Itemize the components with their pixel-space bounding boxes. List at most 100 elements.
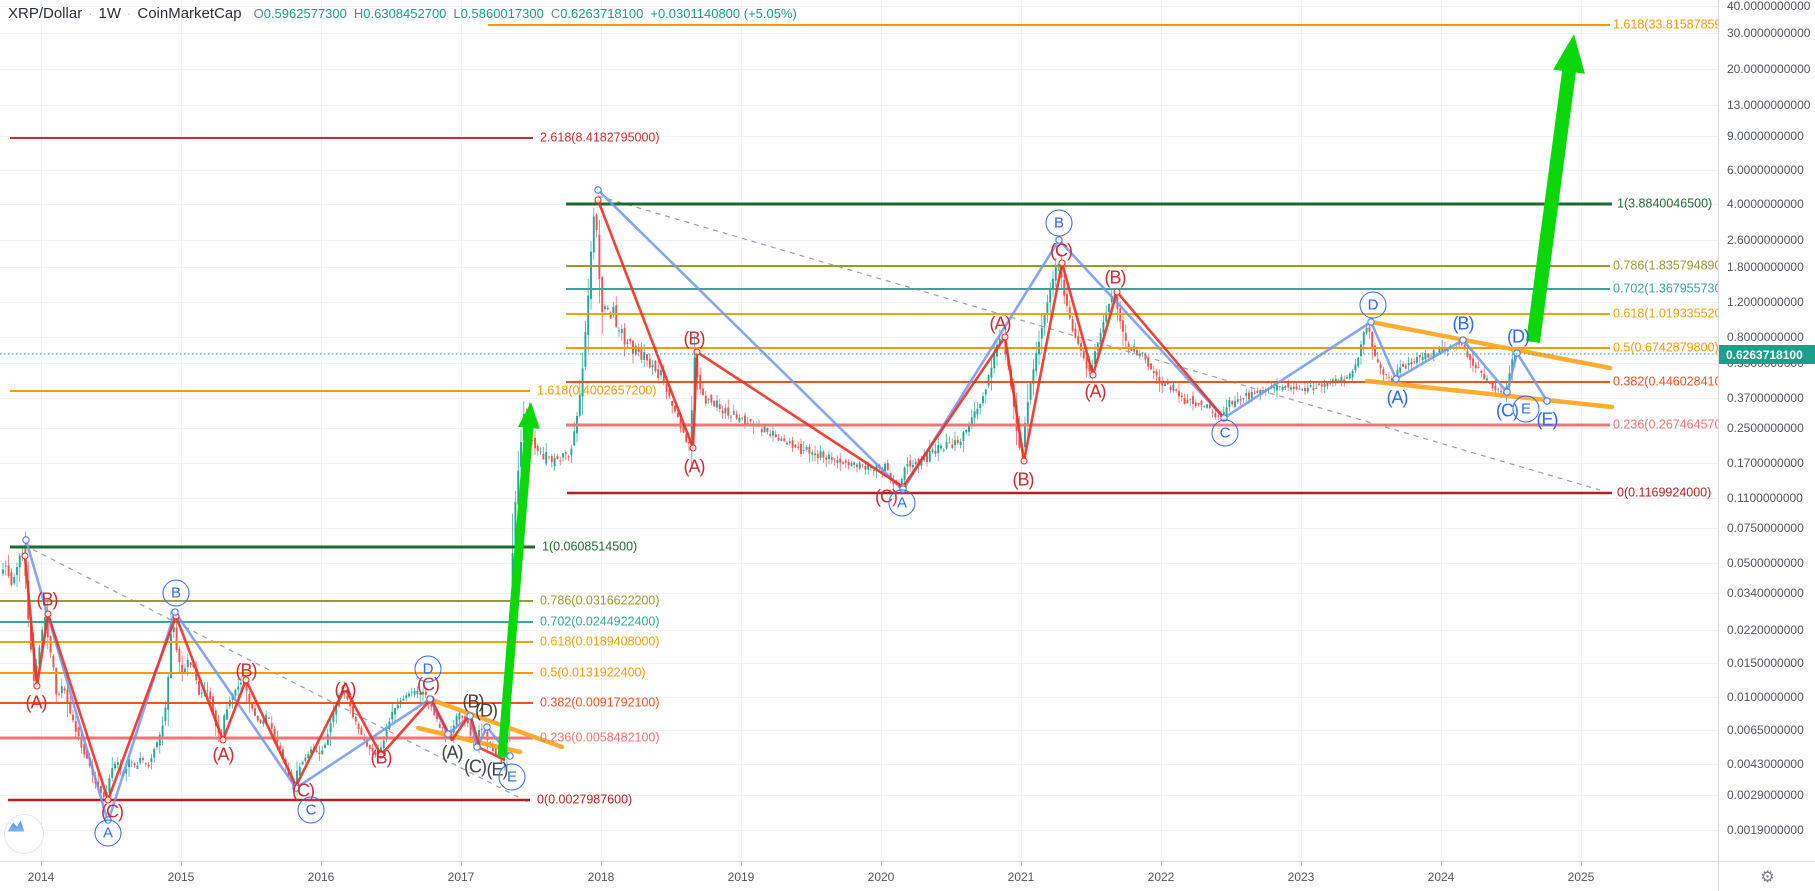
wave-vertex-handle[interactable] [171,608,179,616]
wave-label-a[interactable]: (A) [25,692,48,713]
wave-vertex-handle[interactable] [1543,397,1551,405]
price-chart-plot[interactable]: XRP/Dollar · 1W · CoinMarketCap O0.59625… [0,0,1718,861]
wedge-trendline[interactable] [1368,319,1613,371]
fib-level-label[interactable]: 0.618(0.0189408000) [540,634,660,649]
fib-level-label[interactable]: 0.702(0.0244922400) [540,614,660,629]
wave-vertex-handle[interactable] [426,695,434,703]
wave-label-b-circled[interactable]: B [1045,209,1073,237]
wave-label-b[interactable]: (B) [462,691,485,712]
wave-label-a[interactable]: (A) [1084,381,1107,402]
wave-vertex-handle[interactable] [473,743,481,751]
wave-vertex-handle[interactable] [1058,259,1066,267]
wave-label-b[interactable]: (B) [36,589,59,610]
wave-vertex-handle[interactable] [44,610,52,618]
wave-label-e[interactable]: (E) [1536,409,1559,430]
wave-label-a[interactable]: (A) [683,456,706,477]
wave-vertex-handle[interactable] [483,723,491,731]
breakout-arrow-2017-icon[interactable] [497,402,540,758]
wave-label-b[interactable]: (B) [1104,267,1127,288]
wave-label-b[interactable]: (B) [1012,469,1035,490]
fib-level-label[interactable]: 0.786(0.0316622200) [540,593,660,608]
wave-vertex-handle[interactable] [444,730,452,738]
wave-label-d[interactable]: (D) [475,700,498,721]
wedge-trendline[interactable] [429,697,565,750]
wave-label-b[interactable]: (B) [1452,313,1475,334]
fib-level-label[interactable]: 0(0.1169924000) [1617,485,1712,500]
wave-vertex-handle[interactable] [377,751,385,759]
wave-label-d[interactable]: (D) [1507,326,1530,347]
fib-level-label[interactable]: 0.382(0.0091792100) [540,695,660,710]
fib-level-label[interactable]: 0.5(0.6742879800) [1613,340,1718,355]
wave-vertex-handle[interactable] [1392,375,1400,383]
wave-label-c[interactable]: (C) [464,756,487,777]
wave-vertex-handle[interactable] [1001,333,1009,341]
wave-vertex-handle[interactable] [689,444,697,452]
wave-label-c[interactable]: (C) [101,801,124,822]
wave-label-d-circled[interactable]: D [1359,291,1387,319]
wave-vertex-handle[interactable] [1113,288,1121,296]
fib-level-label[interactable]: 1.618(0.4002657200) [537,383,657,398]
elliott-wave-zigzag[interactable] [596,199,1225,489]
wave-label-c[interactable]: (C) [292,780,315,801]
wave-vertex-handle[interactable] [466,712,474,720]
wave-label-b[interactable]: (B) [683,328,706,349]
wave-label-c-circled[interactable]: C [297,796,325,824]
wave-vertex-handle[interactable] [1089,371,1097,379]
wave-label-a[interactable]: (A) [989,313,1012,334]
fib-level-label[interactable]: 0(0.0027987600) [537,792,633,807]
wave-label-a[interactable]: (A) [441,742,464,763]
wave-vertex-handle[interactable] [33,682,41,690]
wave-vertex-handle[interactable] [1055,236,1063,244]
wave-label-b[interactable]: (B) [235,660,258,681]
wave-label-c-circled[interactable]: C [1211,419,1239,447]
wave-vertex-handle[interactable] [594,196,602,204]
wave-label-b-circled[interactable]: B [162,579,190,607]
chart-canvas[interactable] [0,0,1718,861]
wave-label-b[interactable]: (B) [370,747,393,768]
wave-label-e-circled[interactable]: E [1512,395,1540,423]
wave-label-a[interactable]: (A) [1386,387,1409,408]
wave-vertex-handle[interactable] [104,796,112,804]
wave-vertex-handle[interactable] [693,348,701,356]
wave-label-a[interactable]: (A) [212,744,235,765]
fib-level-label[interactable]: 2.618(8.4182795000) [540,130,660,145]
wave-vertex-handle[interactable] [1503,388,1511,396]
time-axis[interactable]: 2014 2015 2016 2017 2018 2019 2020 2021 2022 2023… [0,861,1718,891]
wave-label-a[interactable]: (A) [334,679,357,700]
price-axis[interactable]: 40.0000000000 30.0000000000 20.0000000000 1… [1718,0,1815,861]
wave-vertex-handle[interactable] [219,736,227,744]
interval-label[interactable]: 1W [98,5,122,22]
wave-vertex-handle[interactable] [21,552,29,560]
wave-label-e-circled[interactable]: E [498,763,526,791]
wave-vertex-handle[interactable] [1367,318,1375,326]
wave-vertex-handle[interactable] [341,684,349,692]
exchange-label[interactable]: CoinMarketCap [137,5,242,22]
wave-vertex-handle[interactable] [22,536,30,544]
wave-vertex-handle[interactable] [1513,349,1521,357]
wave-vertex-handle[interactable] [594,186,602,194]
fib-level-label[interactable]: 1(0.0608514500) [542,539,638,554]
wave-vertex-handle[interactable] [506,752,514,760]
dashed-trendline[interactable] [597,195,1601,491]
wave-label-d-circled[interactable]: D [414,655,442,683]
wave-label-a-circled[interactable]: A [94,819,122,847]
wave-label-c[interactable]: (C) [1050,240,1073,261]
wave-vertex-handle[interactable] [1020,457,1028,465]
breakout-arrow-2024-icon[interactable] [1526,34,1585,343]
wave-vertex-handle[interactable] [292,784,300,792]
chart-legend[interactable]: XRP/Dollar · 1W · CoinMarketCap O0.59625… [8,5,797,22]
wave-label-a-circled[interactable]: A [888,489,916,517]
provider-logo-button[interactable] [4,814,44,854]
wave-vertex-handle[interactable] [1459,336,1467,344]
fib-level-label[interactable]: 1.618(33.8158785900) [1613,17,1718,32]
fib-level-label[interactable]: 0.236(0.0058482100) [540,730,660,745]
wave-vertex-handle[interactable] [242,676,250,684]
fib-level-label[interactable]: 1(3.8840046500) [1617,196,1713,211]
fib-level-label[interactable]: 0.5(0.0131922400) [540,665,646,680]
symbol-title[interactable]: XRP/Dollar [8,5,83,22]
